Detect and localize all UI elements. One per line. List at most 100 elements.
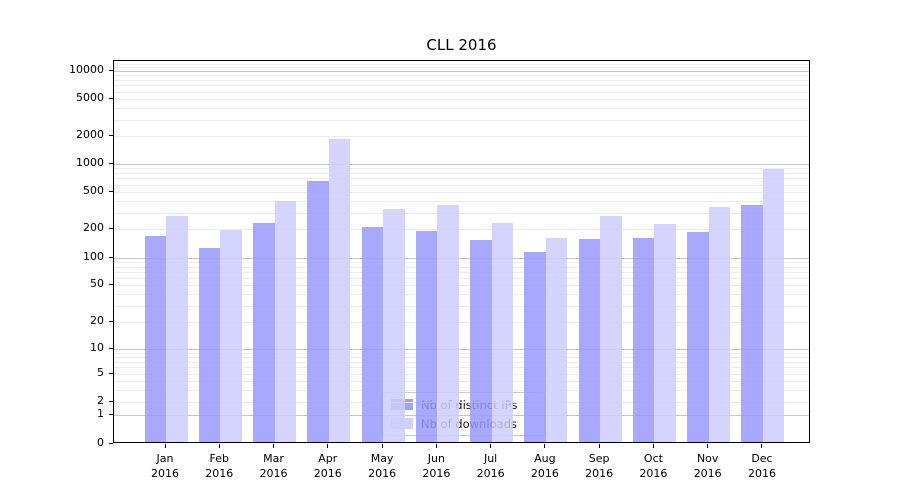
gridline-major <box>114 415 809 416</box>
x-tick-label: Jul 2016 <box>476 452 505 480</box>
x-tick-label: Jun 2016 <box>422 452 451 480</box>
y-tick-label: 500 <box>83 184 104 197</box>
x-tick-mark <box>707 444 709 448</box>
y-tick-mark <box>109 414 113 415</box>
y-tick-label: 200 <box>83 221 104 234</box>
bar-distinct-ips <box>307 181 329 442</box>
gridline-minor <box>114 266 809 268</box>
x-tick-mark <box>544 444 546 448</box>
gridline-minor <box>114 389 809 391</box>
legend-item: Nb of downloads <box>382 414 544 433</box>
gridline-minor <box>114 67 809 69</box>
x-tick-mark <box>164 444 166 448</box>
x-tick-label: Feb 2016 <box>205 452 234 480</box>
bar-downloads <box>166 216 188 442</box>
x-tick-mark <box>435 444 437 448</box>
bar-downloads <box>762 168 785 442</box>
y-tick-label: 2000 <box>76 128 104 141</box>
bar-downloads <box>708 206 731 442</box>
y-tick-mark <box>109 284 113 285</box>
gridline-minor <box>114 75 809 77</box>
gridline-minor <box>114 402 809 403</box>
y-tick-mark <box>109 321 113 322</box>
gridline-minor <box>114 229 809 230</box>
y-tick-mark <box>109 70 113 71</box>
bar-distinct-ips <box>144 235 166 442</box>
gridline-minor <box>114 271 809 273</box>
y-tick-mark <box>109 348 113 349</box>
bar-downloads <box>654 224 676 442</box>
y-tick-mark <box>109 98 113 99</box>
gridline-minor <box>114 367 809 369</box>
gridline-minor <box>114 262 809 264</box>
x-tick-label: Dec 2016 <box>747 452 776 480</box>
x-tick-mark <box>381 444 383 448</box>
y-tick-label: 5 <box>97 366 104 379</box>
x-tick-label: Sep 2016 <box>585 452 614 480</box>
gridline-minor <box>114 212 809 214</box>
gridline-minor <box>114 99 809 100</box>
y-tick-label: 50 <box>90 277 104 290</box>
bar-downloads <box>383 208 405 442</box>
bar-downloads <box>220 229 242 442</box>
bar-downloads <box>600 215 622 442</box>
y-tick-label: 10000 <box>69 63 104 76</box>
bar-distinct-ips <box>361 227 384 442</box>
bar-downloads <box>545 237 568 442</box>
gridline-minor <box>114 119 809 121</box>
gridline-minor <box>114 173 809 174</box>
bar-downloads <box>328 138 351 442</box>
y-tick-mark <box>109 257 113 258</box>
bar-distinct-ips <box>687 232 709 442</box>
gridline-minor <box>114 136 809 137</box>
gridline-major <box>114 71 809 72</box>
bar-downloads <box>274 201 297 442</box>
gridline-minor <box>114 352 809 354</box>
y-tick-mark <box>109 373 113 374</box>
gridline-major <box>114 349 809 350</box>
gridline-minor <box>114 374 809 375</box>
bar-distinct-ips <box>470 239 492 442</box>
chart-title: CLL 2016 <box>426 36 497 54</box>
y-tick-mark <box>109 443 113 444</box>
gridline-minor <box>114 285 809 286</box>
gridline-major <box>114 164 809 165</box>
gridline-minor <box>114 357 809 359</box>
y-tick-label: 0 <box>97 436 104 449</box>
gridline-minor <box>114 192 809 193</box>
bar-distinct-ips <box>198 247 221 442</box>
x-tick-label: Apr 2016 <box>313 452 342 480</box>
gridline-minor <box>114 201 809 202</box>
y-tick-label: 1 <box>97 407 104 420</box>
y-tick-mark <box>109 228 113 229</box>
gridline-minor <box>114 184 809 186</box>
x-tick-mark <box>327 444 329 448</box>
gridline-minor <box>114 108 809 109</box>
y-tick-label: 10 <box>90 341 104 354</box>
gridline-minor <box>114 380 809 382</box>
bar-distinct-ips <box>632 238 655 442</box>
gridline-minor <box>114 322 809 323</box>
gridline-minor <box>114 168 809 170</box>
x-tick-mark <box>652 444 654 448</box>
x-tick-mark <box>761 444 763 448</box>
x-tick-label: May 2016 <box>368 452 397 480</box>
gridline-minor <box>114 178 809 180</box>
gridline-minor <box>114 85 809 87</box>
gridline-minor <box>114 294 809 295</box>
bar-distinct-ips <box>741 204 763 442</box>
legend-item: Nb of distinct IPs <box>382 395 544 414</box>
x-tick-label: Oct 2016 <box>639 452 668 480</box>
y-tick-label: 1000 <box>76 156 104 169</box>
y-tick-label: 2 <box>97 394 104 407</box>
y-tick-label: 100 <box>83 250 104 263</box>
gridline-minor <box>114 305 809 307</box>
plot-area: Nb of distinct IPsNb of downloads <box>113 60 810 443</box>
legend: Nb of distinct IPsNb of downloads <box>381 392 545 436</box>
bar-downloads <box>491 223 514 442</box>
bar-distinct-ips <box>253 223 275 442</box>
x-tick-label: Jan 2016 <box>151 452 179 480</box>
x-tick-label: Nov 2016 <box>693 452 722 480</box>
y-tick-label: 5000 <box>76 91 104 104</box>
